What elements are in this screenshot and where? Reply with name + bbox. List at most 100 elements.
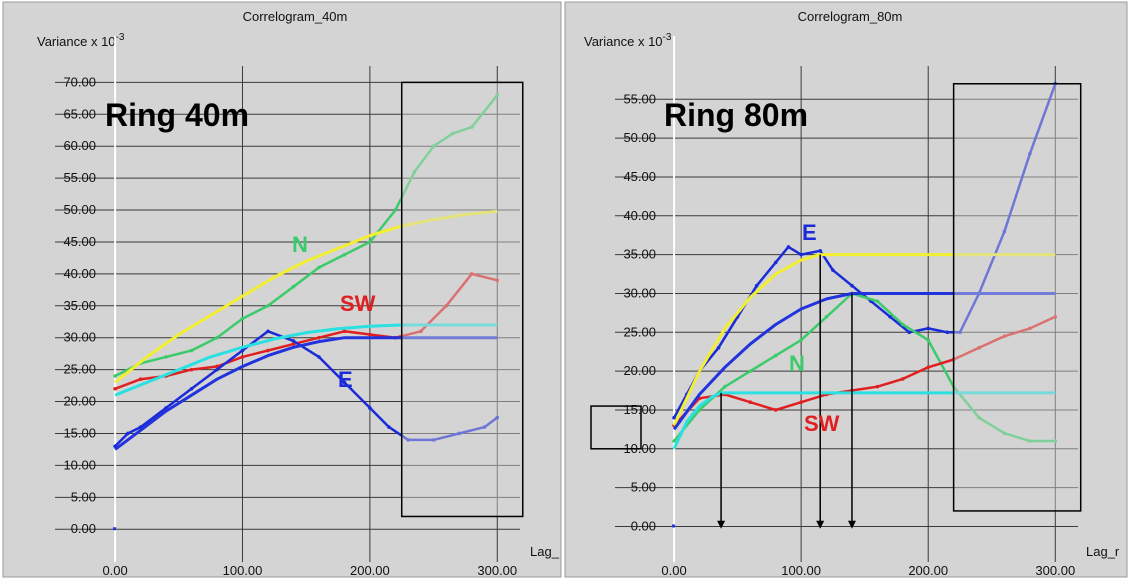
- data-point: [317, 335, 321, 340]
- origin-marker: [113, 527, 117, 531]
- x-axis-label: Lag_r: [1086, 544, 1120, 559]
- y-tick-label: 5.00: [71, 489, 96, 504]
- model-curve-5: [114, 336, 498, 451]
- plot-area: 0.005.0010.0015.0020.0025.0030.0035.0040…: [590, 36, 1082, 578]
- y-tick-label: 15.00: [63, 425, 96, 440]
- series-line: [114, 272, 498, 390]
- data-point: [189, 348, 194, 353]
- data-point: [291, 284, 296, 289]
- data-point: [450, 131, 455, 136]
- series-N: [113, 93, 500, 378]
- data-point: [113, 386, 117, 391]
- data-point: [773, 353, 778, 358]
- x-tick-label: 200.00: [908, 563, 948, 578]
- data-point: [901, 377, 905, 381]
- data-point: [368, 332, 372, 337]
- data-point: [773, 408, 778, 412]
- data-point: [754, 283, 759, 288]
- series-line: [673, 292, 1056, 443]
- y-tick-label: 5.00: [631, 480, 656, 495]
- y-tick-label: 45.00: [63, 234, 96, 249]
- model-curve-5: [672, 292, 1056, 431]
- series-N: [672, 291, 1058, 443]
- range-arrow: [847, 293, 856, 529]
- chart-panel-40m: Correlogram_40m Variance x 10-3 0.00 5.00…: [2, 1, 562, 578]
- data-point: [368, 406, 372, 410]
- y-tick-label: 15.00: [623, 402, 656, 417]
- data-point: [431, 144, 436, 149]
- series-annotation-E: E: [338, 367, 353, 392]
- series-line: [114, 330, 499, 448]
- data-point: [1002, 334, 1007, 338]
- data-point: [412, 169, 417, 174]
- data-point: [342, 329, 347, 334]
- x-tick-label: 0.00: [102, 563, 127, 578]
- y-axis-label: Variance x 10-3: [37, 32, 125, 49]
- x-axis-label: Lag_: [530, 544, 560, 559]
- data-point: [406, 438, 410, 442]
- data-point: [495, 415, 500, 420]
- data-point: [240, 355, 245, 359]
- data-point: [799, 400, 803, 405]
- y-axis-label-exponent: -3: [663, 32, 672, 43]
- series-annotation-N: N: [789, 351, 805, 376]
- panel-background: [564, 1, 1128, 578]
- y-axis-label-text: Variance x 10: [584, 34, 663, 49]
- data-point: [748, 369, 753, 373]
- data-point: [672, 415, 676, 420]
- data-point: [824, 314, 829, 319]
- data-point: [317, 265, 321, 270]
- y-tick-label: 40.00: [623, 208, 656, 223]
- data-point: [138, 377, 143, 382]
- data-point: [748, 400, 753, 405]
- model-curve-4: [114, 323, 498, 397]
- x-tick-label: 200.00: [350, 563, 390, 578]
- data-point: [431, 438, 436, 442]
- data-point: [1002, 229, 1007, 234]
- chart-title: Correlogram_80m: [798, 9, 903, 24]
- data-point: [368, 240, 372, 244]
- y-tick-label: 65.00: [63, 106, 96, 121]
- y-tick-label: 35.00: [623, 247, 656, 262]
- series-line: [673, 83, 1057, 419]
- ring-label: Ring 80m: [664, 97, 808, 133]
- y-axis-label-text: Variance x 10: [37, 34, 116, 49]
- data-point: [393, 208, 398, 212]
- data-point: [850, 283, 854, 288]
- data-point: [1053, 439, 1058, 443]
- x-tick-label: 100.00: [781, 563, 821, 578]
- series-annotation-E: E: [802, 220, 817, 245]
- y-tick-label: 50.00: [63, 202, 96, 217]
- data-point: [291, 342, 296, 346]
- highlight-box: [952, 83, 1082, 512]
- series-E: [113, 329, 500, 449]
- data-point: [189, 386, 194, 391]
- model-line: [672, 292, 1056, 431]
- arrow-head: [816, 520, 825, 529]
- data-point: [901, 322, 905, 327]
- model-line: [672, 391, 1056, 450]
- data-point: [240, 348, 245, 353]
- y-tick-label: 60.00: [63, 138, 96, 153]
- y-tick-label: 55.00: [63, 170, 96, 185]
- data-point: [266, 329, 270, 334]
- y-tick-label: 55.00: [623, 91, 656, 106]
- data-point: [716, 346, 721, 350]
- data-point: [266, 348, 270, 353]
- data-point: [1053, 314, 1058, 319]
- data-point: [444, 304, 449, 308]
- origin-marker: [672, 524, 676, 528]
- data-point: [126, 431, 130, 436]
- data-point: [1002, 431, 1007, 436]
- data-point: [945, 330, 950, 335]
- fade-overlay: [401, 82, 523, 517]
- y-tick-label: 40.00: [63, 266, 96, 281]
- data-point: [977, 346, 981, 350]
- data-point: [1028, 326, 1032, 331]
- data-point: [113, 374, 117, 378]
- y-tick-label: 0.00: [71, 521, 96, 536]
- y-axis-label: Variance x 10-3: [584, 32, 672, 49]
- data-point: [773, 260, 778, 265]
- data-point: [215, 364, 219, 369]
- series-annotation-N: N: [292, 232, 308, 257]
